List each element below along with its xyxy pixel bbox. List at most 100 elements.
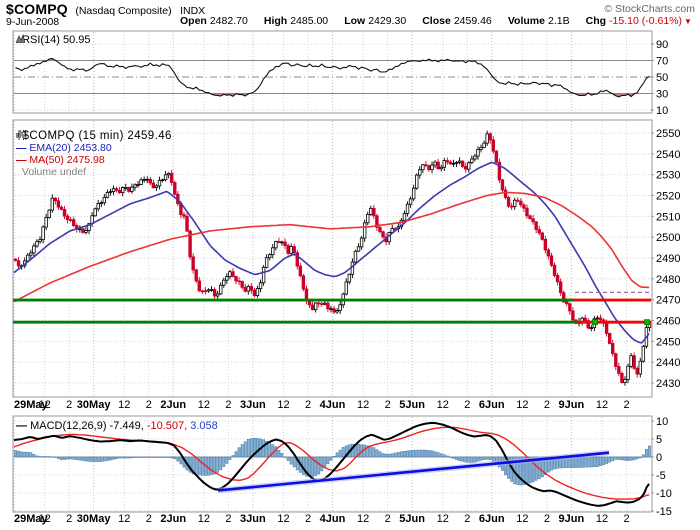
svg-text:2550: 2550 xyxy=(656,128,680,140)
annotation-handle xyxy=(644,319,650,326)
svg-text:29May: 29May xyxy=(14,399,49,411)
svg-text:2: 2 xyxy=(225,513,231,525)
svg-text:-15: -15 xyxy=(656,506,672,518)
symbol-name: (Nasdaq Composite) xyxy=(75,5,172,17)
svg-text:12: 12 xyxy=(39,513,51,525)
svg-text:12: 12 xyxy=(198,399,210,411)
svg-text:70: 70 xyxy=(656,56,668,68)
copyright: © StockCharts.com xyxy=(604,3,695,15)
macd-line-icon: — xyxy=(16,420,27,432)
candles xyxy=(13,130,652,386)
svg-text:5Jun: 5Jun xyxy=(399,399,425,411)
quote-high: High 2485.00 xyxy=(263,15,329,27)
svg-text:2460: 2460 xyxy=(656,316,680,328)
quote-open: Open 2482.70 xyxy=(180,15,248,27)
svg-text:6Jun: 6Jun xyxy=(479,399,505,411)
svg-text:12: 12 xyxy=(437,513,449,525)
svg-text:12: 12 xyxy=(39,399,51,411)
ma-legend-row: — MA(50) 2475.98 xyxy=(16,154,172,166)
ma-line-icon: — xyxy=(16,154,27,166)
svg-text:2440: 2440 xyxy=(656,357,680,369)
svg-text:12: 12 xyxy=(357,513,369,525)
ma50-line xyxy=(13,191,650,303)
svg-text:2: 2 xyxy=(464,399,470,411)
quote-line: Open 2482.70 High 2485.00 Low 2429.30 Close 245… xyxy=(180,15,692,27)
macd-legend: — MACD(12,26,9) -7.449, -10.507, 3.058 xyxy=(16,420,218,432)
price-plot xyxy=(13,130,652,386)
svg-text:2490: 2490 xyxy=(656,253,680,265)
svg-text:2: 2 xyxy=(66,399,72,411)
svg-text:12: 12 xyxy=(596,399,608,411)
rsi-grid xyxy=(13,32,627,112)
quote-close: Close 2459.46 xyxy=(422,15,492,27)
svg-text:50: 50 xyxy=(656,72,668,84)
macd-line xyxy=(13,421,650,507)
svg-text:3Jun: 3Jun xyxy=(240,399,266,411)
svg-text:12: 12 xyxy=(516,399,528,411)
ema-line-icon: — xyxy=(16,142,27,154)
svg-text:9Jun: 9Jun xyxy=(559,513,585,525)
macd-label: MACD(12,26,9) -7.449, xyxy=(30,420,144,432)
svg-text:12: 12 xyxy=(596,513,608,525)
svg-text:12: 12 xyxy=(118,399,130,411)
svg-text:2Jun: 2Jun xyxy=(160,399,186,411)
rsi-label: RSI(14) 50.95 xyxy=(22,34,91,46)
svg-text:0: 0 xyxy=(656,452,662,464)
macd-signal-value: -10.507, xyxy=(143,420,188,432)
svg-text:10: 10 xyxy=(656,416,668,428)
ema-legend-row: — EMA(20) 2453.80 xyxy=(16,142,172,154)
svg-text:4Jun: 4Jun xyxy=(320,399,346,411)
svg-text:2: 2 xyxy=(385,513,391,525)
svg-text:2450: 2450 xyxy=(656,336,680,348)
svg-text:2540: 2540 xyxy=(656,149,680,161)
macd-trendline xyxy=(217,451,610,492)
rsi-line xyxy=(15,57,650,98)
svg-text:12: 12 xyxy=(118,513,130,525)
volume-legend-row: Volume undef xyxy=(16,130,172,178)
quote-chg: Chg -15.10 (-0.61%) ▼ xyxy=(585,15,692,27)
svg-text:12: 12 xyxy=(357,399,369,411)
svg-text:2: 2 xyxy=(544,399,550,411)
symbol-legend-row: $COMPQ (15 min) 2459.46 xyxy=(16,130,172,142)
rsi-plot xyxy=(14,43,651,111)
svg-text:30May: 30May xyxy=(77,399,112,411)
svg-text:2: 2 xyxy=(385,399,391,411)
macd-grid xyxy=(13,417,627,511)
macd-signal-line xyxy=(13,426,650,500)
main-legend: $COMPQ (15 min) 2459.46 — EMA(20) 2453.8… xyxy=(16,130,172,178)
svg-text:10: 10 xyxy=(656,105,668,117)
svg-text:12: 12 xyxy=(198,513,210,525)
svg-text:2: 2 xyxy=(544,513,550,525)
exchange-label: INDX xyxy=(180,5,206,17)
svg-text:2510: 2510 xyxy=(656,211,680,223)
main-y-axis: 2550 2540 2530 2520 2510 2500 2490 2480 2470 2460… xyxy=(651,128,680,390)
svg-text:12: 12 xyxy=(277,513,289,525)
svg-text:2: 2 xyxy=(305,513,311,525)
svg-text:2Jun: 2Jun xyxy=(160,513,186,525)
svg-text:2: 2 xyxy=(66,513,72,525)
svg-text:5: 5 xyxy=(656,434,662,446)
svg-text:2430: 2430 xyxy=(656,378,680,390)
chart-date: 9-Jun-2008 xyxy=(6,16,60,28)
macd-hist-value: 3.058 xyxy=(187,420,218,432)
quote-low: Low 2429.30 xyxy=(344,15,407,27)
svg-text:6Jun: 6Jun xyxy=(479,513,505,525)
annotation-handle xyxy=(592,319,598,326)
symbol-ticker: $COMPQ xyxy=(6,1,68,17)
svg-text:-10: -10 xyxy=(656,488,672,500)
ema20-line xyxy=(13,161,650,344)
svg-text:12: 12 xyxy=(277,399,289,411)
svg-text:2: 2 xyxy=(623,513,629,525)
rsi-legend: RSI(14) 50.95 xyxy=(16,34,91,46)
svg-text:12: 12 xyxy=(516,513,528,525)
svg-text:5Jun: 5Jun xyxy=(399,513,425,525)
svg-text:2: 2 xyxy=(225,399,231,411)
rsi-y-axis: 90 70 50 30 10 xyxy=(651,39,668,117)
symbol-legend: $COMPQ (15 min) 2459.46 xyxy=(22,130,172,142)
svg-text:-5: -5 xyxy=(656,470,666,482)
svg-text:2: 2 xyxy=(146,513,152,525)
